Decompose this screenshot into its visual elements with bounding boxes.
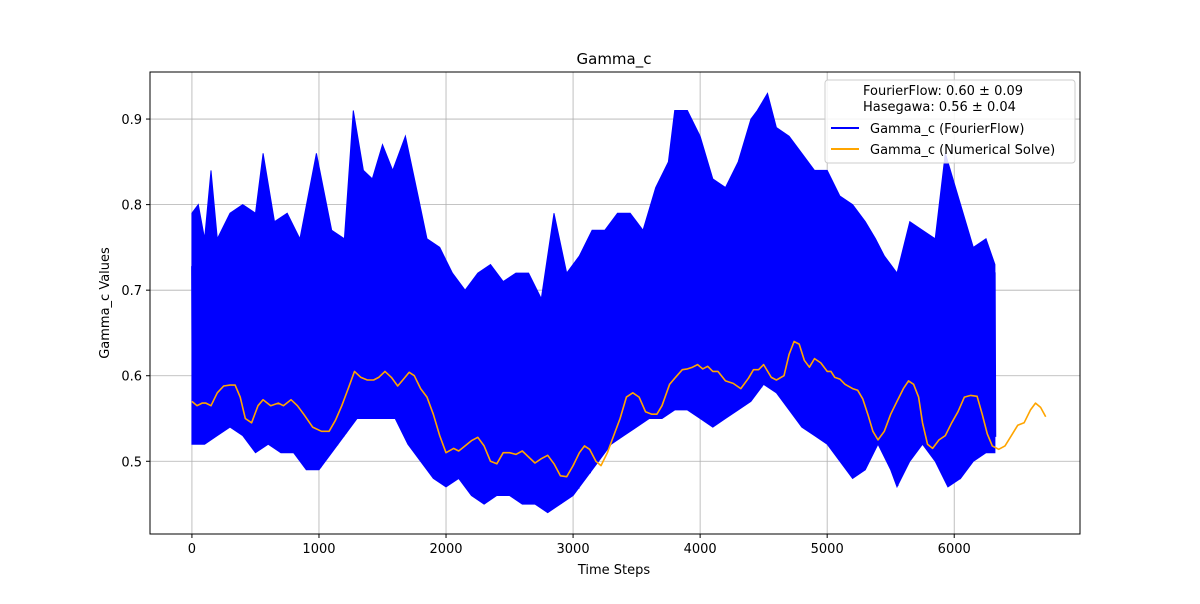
y-tick-label: 0.8 — [121, 199, 142, 214]
y-tick-label: 0.5 — [121, 455, 142, 470]
plot-frame — [149, 71, 1081, 535]
y-axis-label: Gamma_c Values — [98, 247, 113, 359]
x-tick-label: 1000 — [302, 542, 335, 557]
series-fourierflow-line — [191, 110, 997, 508]
legend-entry-numerical: Gamma_c (Numerical Solve) — [870, 143, 1055, 158]
x-tick-label: 2000 — [429, 542, 462, 557]
y-tick-label: 0.6 — [121, 370, 142, 385]
series-numerical-line — [191, 340, 1047, 478]
x-tick-label: 0 — [188, 542, 196, 557]
legend-stat-fourierflow: FourierFlow: 0.60 ± 0.09 — [863, 84, 1023, 99]
x-axis: 0 1000 2000 3000 4000 5000 6000 — [188, 534, 971, 557]
x-tick-label: 6000 — [938, 542, 971, 557]
x-axis-label: Time Steps — [577, 563, 651, 578]
x-tick-label: 4000 — [684, 542, 717, 557]
y-tick-label: 0.9 — [121, 113, 142, 128]
legend-stat-hasegawa: Hasegawa: 0.56 ± 0.04 — [863, 100, 1016, 115]
data-layer — [191, 92, 1047, 514]
chart-title: Gamma_c — [577, 50, 652, 69]
legend-box — [824, 79, 1076, 164]
x-tick-label: 5000 — [811, 542, 844, 557]
legend-entry-fourierflow: Gamma_c (FourierFlow) — [870, 122, 1024, 137]
x-tick-label: 3000 — [557, 542, 590, 557]
legend: FourierFlow: 0.60 ± 0.09 Hasegawa: 0.56 … — [824, 79, 1076, 164]
y-tick-label: 0.7 — [121, 284, 142, 299]
y-axis: 0.5 0.6 0.7 0.8 0.9 — [121, 113, 150, 470]
